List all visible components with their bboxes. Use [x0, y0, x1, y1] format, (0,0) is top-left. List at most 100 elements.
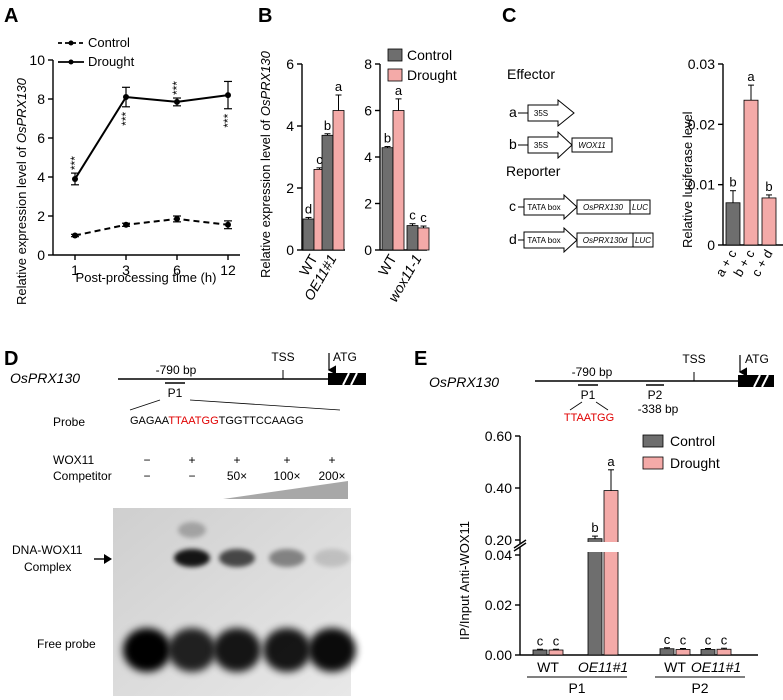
ytick-label: 4	[364, 149, 372, 165]
panel-b-ylabel-text: Relative expression level of	[258, 116, 273, 278]
ytick-label: 0.20	[485, 532, 512, 548]
panel-d-competitor-label: Competitor	[53, 469, 112, 483]
panel-label-d: D	[4, 348, 18, 370]
panel-d-gene-name: OsPRX130	[10, 370, 80, 386]
complex-label-line1: DNA-WOX11	[12, 543, 83, 557]
panel-c-ylabel: Relative luciferase level	[680, 111, 695, 248]
significance-stars: ***	[119, 111, 133, 125]
panel-b-chart: Relative expression level of OsPRX130 0 2…	[258, 47, 457, 304]
free-probe-band	[123, 628, 171, 672]
construct-d-tag: d	[509, 231, 517, 247]
panel-b-ylabel-gene: OsPRX130	[258, 50, 273, 116]
significance-letter: c	[537, 633, 544, 648]
wox11-mark: +	[328, 453, 335, 467]
legend-swatch-drought	[387, 68, 403, 82]
panel-label-b: B	[258, 5, 272, 27]
panel-e-chart: IP/Input Anti-WOX11 0.00 0.02 0.040.20 0.40…	[457, 428, 758, 696]
ytick-label: 6	[286, 56, 294, 72]
bar-drought	[716, 648, 732, 656]
data-point-drought	[123, 94, 129, 101]
significance-letter: c	[409, 208, 416, 223]
significance-letter: b	[324, 118, 331, 133]
panel-a-xlabel: Post-processing time (h)	[76, 270, 217, 285]
panel-e-p1-seq: TTAATGG	[564, 412, 614, 424]
wox11-mark: +	[233, 453, 240, 467]
free-probe-label: Free probe	[37, 637, 96, 651]
significance-letter: c	[553, 633, 560, 648]
construct-d-luc: LUC	[635, 236, 651, 245]
panel-a-ytick-label: 8	[37, 91, 45, 107]
construct-a-promoter	[527, 98, 575, 128]
panel-a-chart: Relative expression level of OsPRX130 Po…	[14, 35, 240, 305]
construct-c-promoter	[523, 193, 578, 221]
panel-e-tss: TSS	[682, 352, 705, 366]
bar-control	[659, 648, 675, 656]
ytick-label: 0.60	[485, 428, 512, 444]
bar-control	[532, 649, 548, 656]
axis-break-mark	[513, 539, 527, 549]
significance-letter: a	[747, 69, 755, 84]
panel-label-a: A	[4, 5, 18, 27]
panel-e-p2-pos: -338 bp	[638, 402, 679, 416]
probe-seq-post: TGGTTCCAAGG	[219, 415, 304, 427]
ytick-label: 0.00	[485, 647, 512, 663]
wox11-mark: +	[188, 453, 195, 467]
probe-seq-pre: GAGAA	[130, 415, 170, 427]
group-label-p1: P1	[568, 680, 585, 696]
panel-e-pos: -790 bp	[572, 365, 613, 379]
panel-a-ytick-label: 10	[29, 52, 45, 68]
ytick-label: 8	[364, 56, 372, 72]
legend-label-drought: Drought	[88, 54, 135, 69]
panel-a-xtick-label: 3	[122, 262, 130, 278]
series-line-drought	[74, 94, 229, 180]
free-probe-band	[263, 628, 311, 672]
competitor-mark: 200×	[318, 469, 345, 483]
complex-band	[314, 549, 350, 567]
reporter-label: Reporter	[506, 163, 561, 179]
bar-drought	[392, 110, 405, 251]
panel-d-pos: -790 bp	[156, 363, 197, 377]
panel-a-ytick-label: 0	[37, 247, 45, 263]
gel-bands	[123, 522, 356, 672]
free-probe-band	[213, 628, 261, 672]
data-point-drought	[225, 92, 231, 99]
ytick-label: 0.02	[688, 116, 715, 132]
competitor-gradient-wedge	[223, 481, 348, 499]
ytick-label: 0.40	[485, 480, 512, 496]
panel-d-zoom-left	[129, 399, 161, 411]
significance-letter: c	[316, 152, 323, 167]
significance-letter: b	[384, 131, 391, 146]
effector-label: Effector	[507, 66, 555, 82]
bar-control	[381, 147, 394, 251]
construct-a-tag: a	[509, 104, 517, 120]
significance-stars: ***	[221, 113, 235, 127]
panel-b-ylabel: Relative expression level of OsPRX130	[258, 50, 273, 278]
construct-b-gene: WOX11	[578, 141, 605, 150]
panel-e-gene-name: OsPRX130	[429, 374, 499, 390]
panel-e-atg: ATG	[745, 352, 769, 366]
ytick-label: 2	[364, 196, 372, 212]
category-label: WT	[664, 659, 686, 675]
complex-label-line2: Complex	[24, 560, 71, 574]
construct-b-tag: b	[509, 136, 517, 152]
series-line-control	[74, 217, 229, 237]
probe-seq-motif: TTAATGG	[168, 415, 218, 427]
competitor-mark: −	[143, 469, 150, 483]
panel-d-break-mark	[342, 372, 358, 386]
legend-marker-drought	[68, 59, 74, 65]
ytick-label: 0.02	[485, 597, 512, 613]
ytick-label: 0	[286, 242, 294, 258]
construct-d-promoter-text: TATA box	[527, 236, 560, 245]
bar-drought	[548, 649, 564, 656]
wox11-mark: +	[283, 453, 290, 467]
panel-e-break-mark	[753, 374, 769, 388]
data-point-control	[225, 221, 231, 228]
bar-drought	[675, 649, 691, 656]
panel-e-zoom-left	[569, 401, 583, 411]
panel-a-ylabel: Relative expression level of OsPRX130	[14, 77, 29, 305]
significance-letter: a	[335, 79, 343, 94]
